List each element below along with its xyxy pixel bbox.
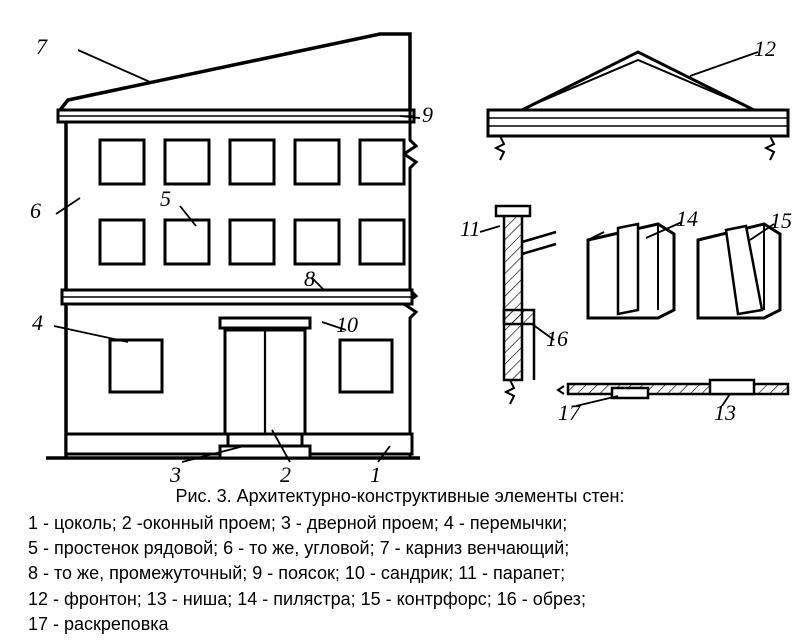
label-1: 1 <box>370 462 381 488</box>
label-3: 3 <box>170 462 181 488</box>
drawing-area: 1 2 3 4 5 6 7 8 9 10 11 12 13 14 15 16 1… <box>10 10 790 480</box>
label-10: 10 <box>336 312 358 338</box>
label-14: 14 <box>676 206 698 232</box>
building-elevation <box>46 34 420 462</box>
label-16: 16 <box>546 326 568 352</box>
legend-line-4: 12 - фронтон; 13 - ниша; 14 - пилястра; … <box>20 587 780 612</box>
legend-line-1: 1 - цоколь; 2 -оконный проем; 3 - дверно… <box>20 511 780 536</box>
label-7: 7 <box>36 34 47 60</box>
niche-strip <box>558 380 788 406</box>
label-4: 4 <box>32 310 43 336</box>
label-15: 15 <box>770 208 792 234</box>
label-6: 6 <box>30 198 41 224</box>
figure-canvas: 1 2 3 4 5 6 7 8 9 10 11 12 13 14 15 16 1… <box>0 0 800 644</box>
label-12: 12 <box>754 36 776 62</box>
label-9: 9 <box>422 102 433 128</box>
caption: Рис. 3. Архитектурно-конструктивные элем… <box>0 486 800 637</box>
legend-line-2: 5 - простенок рядовой; 6 - то же, углово… <box>20 536 780 561</box>
diagram-svg <box>10 10 790 480</box>
label-8: 8 <box>304 266 315 292</box>
label-13: 13 <box>714 400 736 426</box>
label-11: 11 <box>460 216 480 242</box>
legend-line-5: 17 - раскреповка <box>20 612 780 637</box>
pediment-detail <box>488 52 788 160</box>
figure-title: Рис. 3. Архитектурно-конструктивные элем… <box>20 486 780 507</box>
parapet-section <box>480 206 556 404</box>
label-17: 17 <box>558 400 580 426</box>
buttress-detail <box>698 224 780 318</box>
legend-line-3: 8 - то же, промежуточный; 9 - поясок; 10… <box>20 561 780 586</box>
pilaster-detail <box>588 222 682 318</box>
label-5: 5 <box>160 186 171 212</box>
label-2: 2 <box>280 462 291 488</box>
